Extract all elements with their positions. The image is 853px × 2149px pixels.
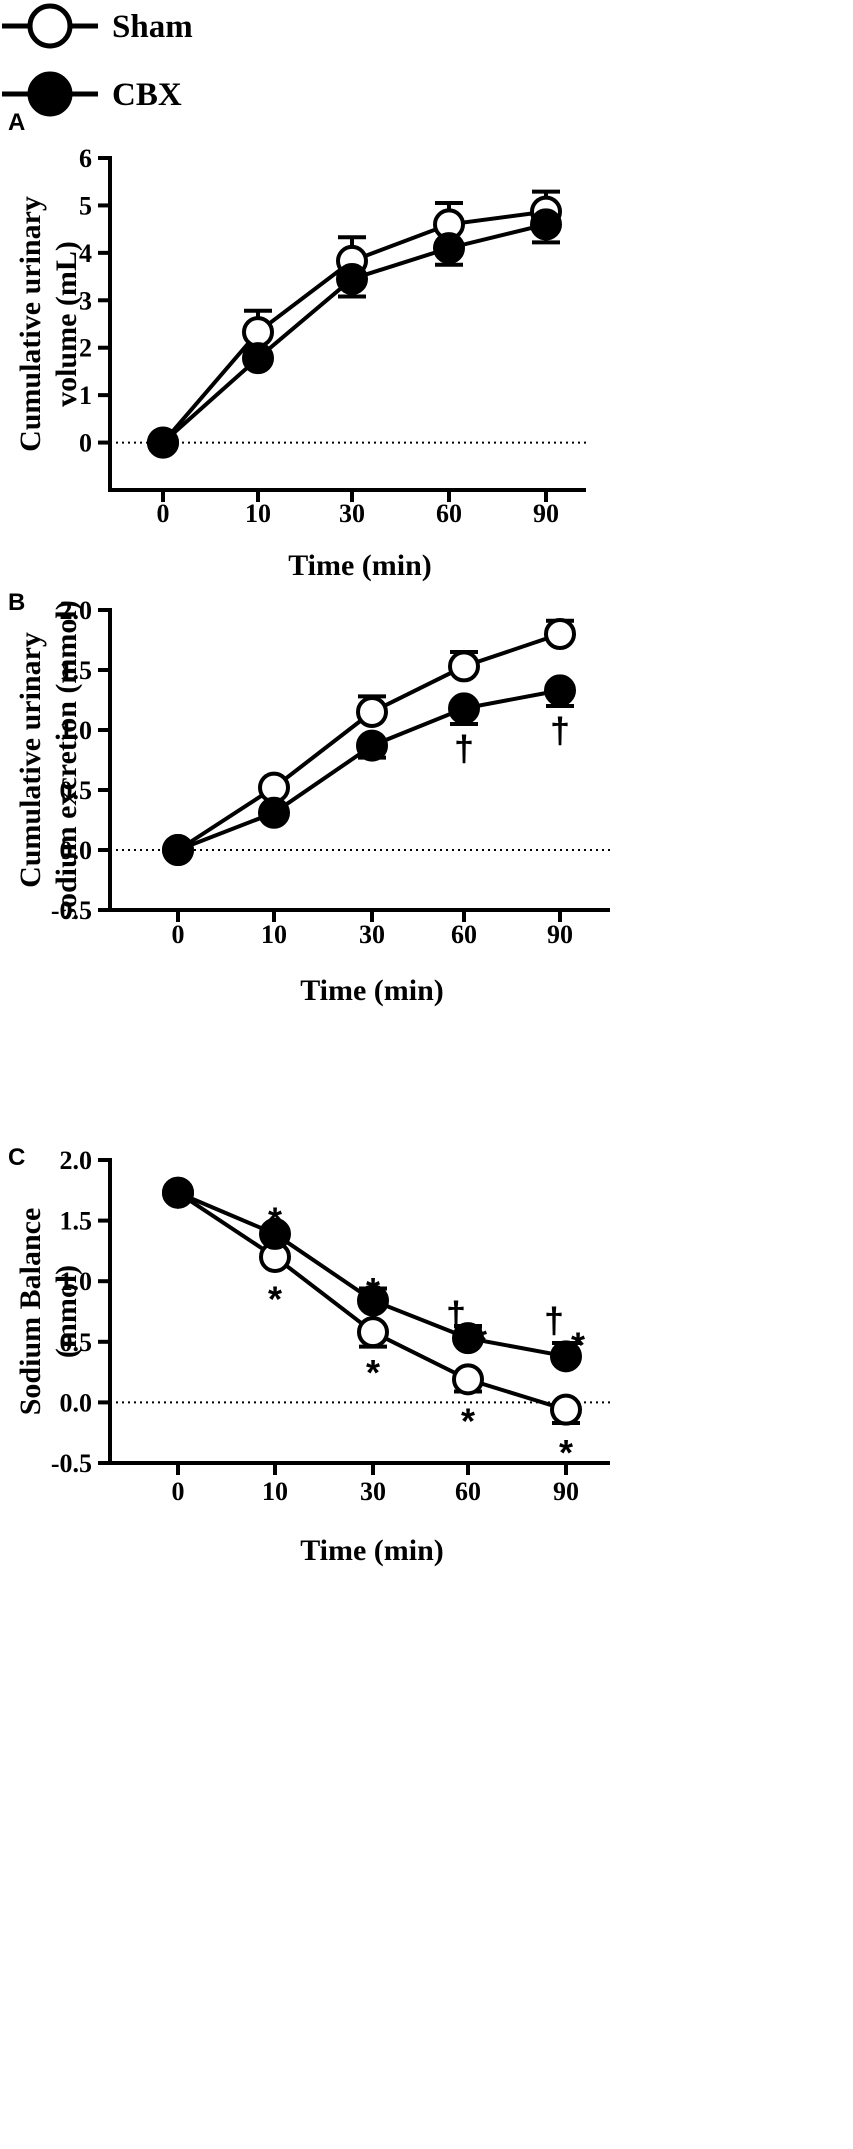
panel-b-cbx-point [258,796,290,829]
panel-a-y-tick-label: 1 [79,381,92,410]
panel-b-sham-point [356,696,388,728]
panel-a-x-tick-label: 10 [245,499,271,528]
panel-b-x-tick-label: 10 [261,920,287,949]
legend: Sham CBX [2,3,193,117]
panel-b-y-tick-label: -0.5 [51,896,92,925]
panel-a-x-tick-label: 90 [533,499,559,528]
panel-a-cbx-point [242,342,274,375]
panel-c-x-tick-label: 0 [172,1477,185,1506]
panel-b-y-axis-title-line: sodium excretion (mmol) [50,600,83,919]
panel-c-y-axis-title-line: Sodium Balance [14,1208,47,1416]
panel-c-y-tick-label: 1.0 [60,1267,93,1296]
panel-b-y-axis-title: Cumulative urinary sodium excretion (mmol… [14,600,83,919]
panel-b-x-tick-label: 60 [451,920,477,949]
panel-c-asterisk-annotation: * [268,1199,282,1240]
panel-c-asterisk-annotation: * [268,1278,282,1319]
panel-c-x-tick-label: 30 [360,1477,386,1506]
panel-c-cbx-point [452,1322,484,1355]
panel-a-y-tick-label: 3 [79,286,92,315]
panel-b-dagger-annotation: † [454,728,474,769]
panel-c-dagger-annotation: † [446,1294,466,1335]
panel-c-sham-point [452,1363,484,1396]
panel-c-asterisk-annotation: * [559,1432,573,1473]
panel-c-y-tick-label: 0.0 [60,1388,93,1417]
legend-label-sham: Sham [112,9,193,45]
panel-c-x-tick-label: 60 [455,1477,481,1506]
panel-c-cbx-point [162,1176,194,1209]
panel-a-sham-point [242,316,274,349]
panel-a-x-tick-label: 0 [157,499,170,528]
legend-marker-sham [27,3,73,49]
panel-c-asterisk-annotation: * [366,1270,380,1311]
panel-a-y-axis-title: Cumulative urinary volume (mL) [14,196,83,452]
panel-a-y-axis-title-line: Cumulative urinary [14,196,47,452]
panel-c-x-tick-label: 90 [553,1477,579,1506]
panel-a-y-tick-label: 4 [79,239,92,268]
panel-c-y-axis-title: Sodium Balance (mmol) [14,1208,83,1416]
panel-c-asterisk-annotation: * [571,1324,585,1365]
panel-a-y-axis-title-line: volume (mL) [50,241,83,407]
legend-entry-cbx: CBX [2,71,182,117]
panel-a-cbx-point [433,232,465,265]
panel-b-y-tick-label: 1.5 [60,656,93,685]
panel-a-cbx-point [147,426,179,459]
panel-c-sham-point [357,1316,389,1349]
panel-b-x-tick-label: 30 [359,920,385,949]
panel-c-sham-point [550,1393,582,1426]
panel-b-dagger-annotation: † [550,710,570,751]
panel-c-asterisk-annotation: * [461,1401,475,1442]
panel-a-y-tick-label: 2 [79,334,92,363]
panel-b-y-tick-label: 2.0 [60,596,93,625]
panel-b-x-axis-title: Time (min) [300,974,444,1007]
panel-a-y-tick-label: 6 [79,144,92,173]
panel-c-cbx-point [357,1284,389,1317]
panel-a-y-tick-label: 0 [79,429,92,458]
panel-c-cbx-point [259,1217,291,1250]
panel-a-x-tick-label: 30 [339,499,365,528]
panel-b-cbx-point [162,834,194,866]
panel-c-dagger-annotation: † [544,1300,564,1341]
panel-a-cbx-point [336,262,368,295]
panel-b: B -0.5 0.0 0.5 1.0 1.5 2.0 0 10 30 60 90 Time (min) C… [8,589,610,1007]
panel-b-y-tick-label: 1.0 [60,716,93,745]
panel-b-cbx-point [448,692,480,725]
legend-entry-sham: Sham [2,3,193,49]
panel-c-y-tick-label: 1.5 [60,1207,93,1236]
panel-c-asterisk-annotation: * [473,1319,487,1360]
panel-b-y-tick-label: 0.0 [60,836,93,865]
panel-c-y-tick-label: -0.5 [51,1449,92,1478]
panel-c-y-axis-title-line: (mmol) [50,1265,83,1358]
panel-b-y-tick-label: 0.5 [60,776,93,805]
panel-b-letter: B [8,589,25,616]
legend-marker-cbx [27,71,73,117]
panel-b-sham-point [448,650,480,683]
panel-a-x-axis-title: Time (min) [288,549,432,582]
panel-c-asterisk-annotation: * [366,1352,380,1393]
panel-a-x-tick-label: 60 [436,499,462,528]
panel-b-x-tick-label: 0 [172,920,185,949]
panel-b-sham-point [544,618,576,650]
legend-label-cbx: CBX [112,77,182,113]
panel-c-y-tick-label: 2.0 [60,1146,93,1175]
panel-a-cbx-point [530,208,562,241]
panel-c-cbx-point [550,1340,582,1373]
panel-c: C -0.5 0.0 0.5 1.0 1.5 2.0 0 10 30 60 90 Time (min) S… [8,1144,610,1567]
panel-b-y-axis-title-line: Cumulative urinary [14,632,47,888]
panel-a-y-tick-label: 5 [79,191,92,220]
panel-c-x-tick-label: 10 [262,1477,288,1506]
panel-c-x-axis-title: Time (min) [300,1534,444,1567]
panel-c-letter: C [8,1144,25,1171]
panel-b-cbx-point [356,729,388,762]
panel-a-letter: A [8,109,25,136]
panel-b-x-tick-label: 90 [547,920,573,949]
panel-b-cbx-point [544,674,576,707]
panel-c-y-tick-label: 0.5 [60,1328,93,1357]
